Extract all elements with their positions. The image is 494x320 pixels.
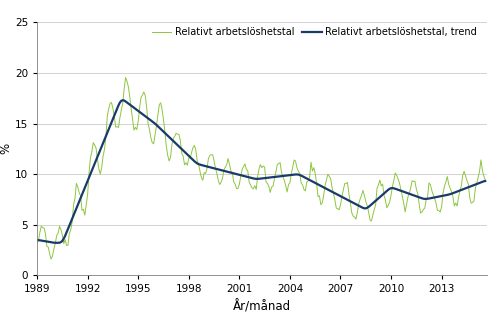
Relativt arbetslöshetstal, trend — [430, 196, 436, 200]
Relativt arbetslöshetstal — [405, 195, 411, 199]
Relativt arbetslöshetstal — [353, 217, 359, 221]
Relativt arbetslöshetstal — [269, 185, 275, 189]
Relativt arbetslöshetstal, trend — [34, 238, 40, 242]
Relativt arbetslöshetstal, trend — [120, 98, 125, 102]
Relativt arbetslöshetstal, trend — [482, 179, 488, 183]
Relativt arbetslöshetstal, trend — [54, 241, 60, 245]
Relativt arbetslöshetstal — [48, 257, 54, 261]
Relativt arbetslöshetstal, trend — [269, 175, 275, 179]
Relativt arbetslöshetstal, trend — [359, 205, 365, 209]
X-axis label: År/månad: År/månad — [233, 300, 291, 313]
Relativt arbetslöshetstal — [359, 193, 365, 197]
Legend: Relativt arbetslöshetstal, Relativt arbetslöshetstal, trend: Relativt arbetslöshetstal, Relativt arbe… — [152, 27, 477, 37]
Relativt arbetslöshetstal — [123, 76, 128, 79]
Relativt arbetslöshetstal, trend — [100, 141, 106, 145]
Y-axis label: %: % — [0, 143, 12, 154]
Relativt arbetslöshetstal — [100, 154, 106, 158]
Line: Relativt arbetslöshetstal, trend: Relativt arbetslöshetstal, trend — [37, 100, 485, 243]
Relativt arbetslöshetstal, trend — [405, 191, 411, 195]
Relativt arbetslöshetstal, trend — [353, 202, 359, 206]
Relativt arbetslöshetstal — [482, 178, 488, 182]
Line: Relativt arbetslöshetstal: Relativt arbetslöshetstal — [37, 77, 485, 259]
Relativt arbetslöshetstal — [430, 193, 436, 197]
Relativt arbetslöshetstal — [34, 241, 40, 245]
